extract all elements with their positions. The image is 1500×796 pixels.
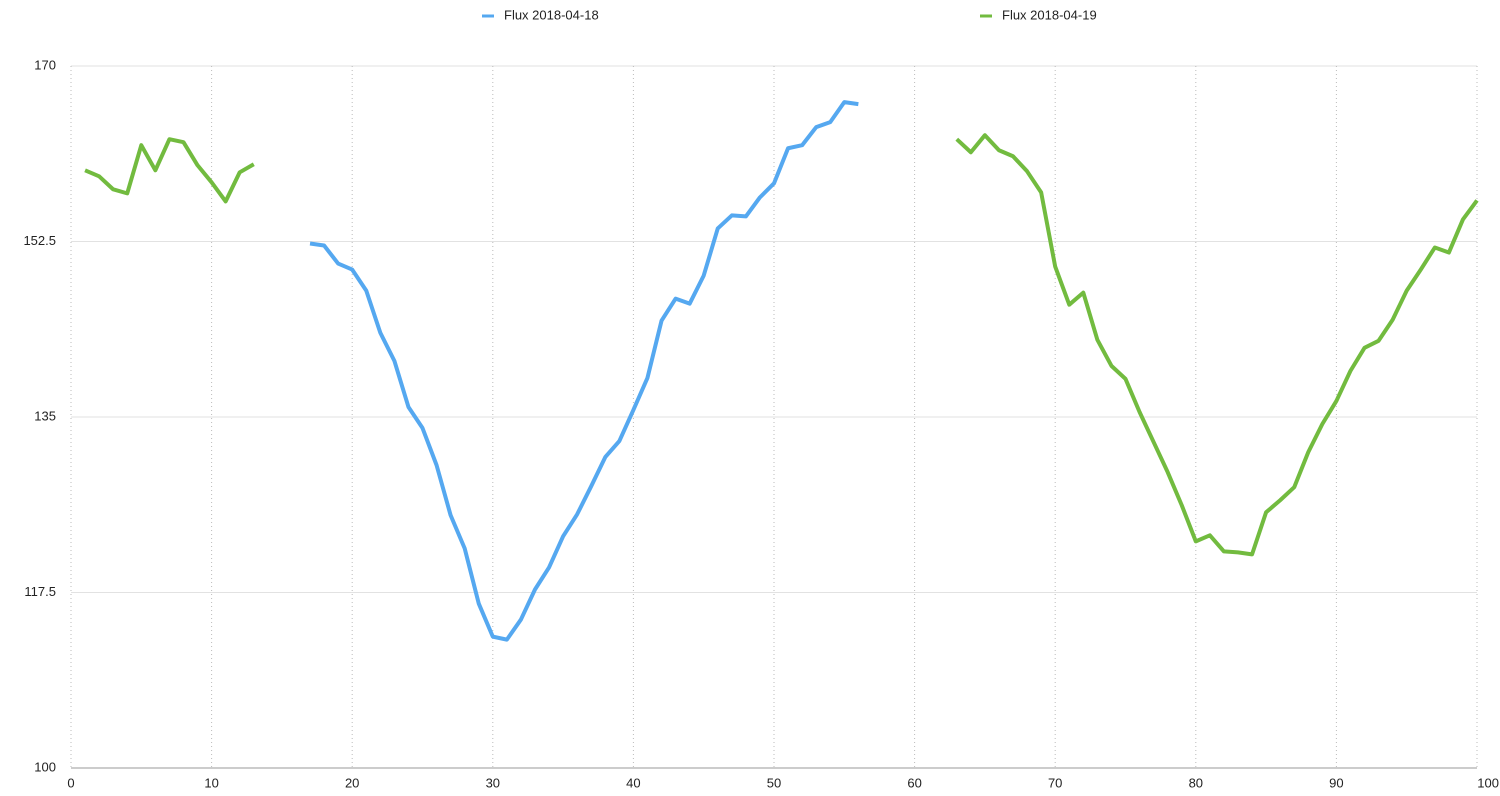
y-tick-label: 117.5 bbox=[24, 584, 56, 599]
x-tick-label: 100 bbox=[1477, 775, 1499, 790]
x-tick-label: 70 bbox=[1048, 775, 1062, 790]
line bbox=[309, 100, 859, 642]
y-tick-label: 100 bbox=[34, 759, 56, 774]
x-tick-label: 40 bbox=[626, 775, 640, 790]
legend-label: Flux 2018-04-18 bbox=[504, 7, 599, 22]
x-tick-label: 0 bbox=[67, 775, 74, 790]
legend-label: Flux 2018-04-19 bbox=[1002, 7, 1097, 22]
x-tick-label: 80 bbox=[1189, 775, 1203, 790]
x-tick-label: 20 bbox=[345, 775, 359, 790]
x-tick-label: 60 bbox=[907, 775, 921, 790]
x-tick-label: 30 bbox=[486, 775, 500, 790]
y-tick-label: 135 bbox=[34, 408, 56, 423]
y-tick-label: 152.5 bbox=[23, 233, 56, 248]
y-tick-label: 170 bbox=[34, 57, 56, 72]
x-tick-label: 90 bbox=[1329, 775, 1343, 790]
x-tick-label: 50 bbox=[767, 775, 781, 790]
x-tick-label: 10 bbox=[204, 775, 218, 790]
line bbox=[84, 133, 1479, 557]
